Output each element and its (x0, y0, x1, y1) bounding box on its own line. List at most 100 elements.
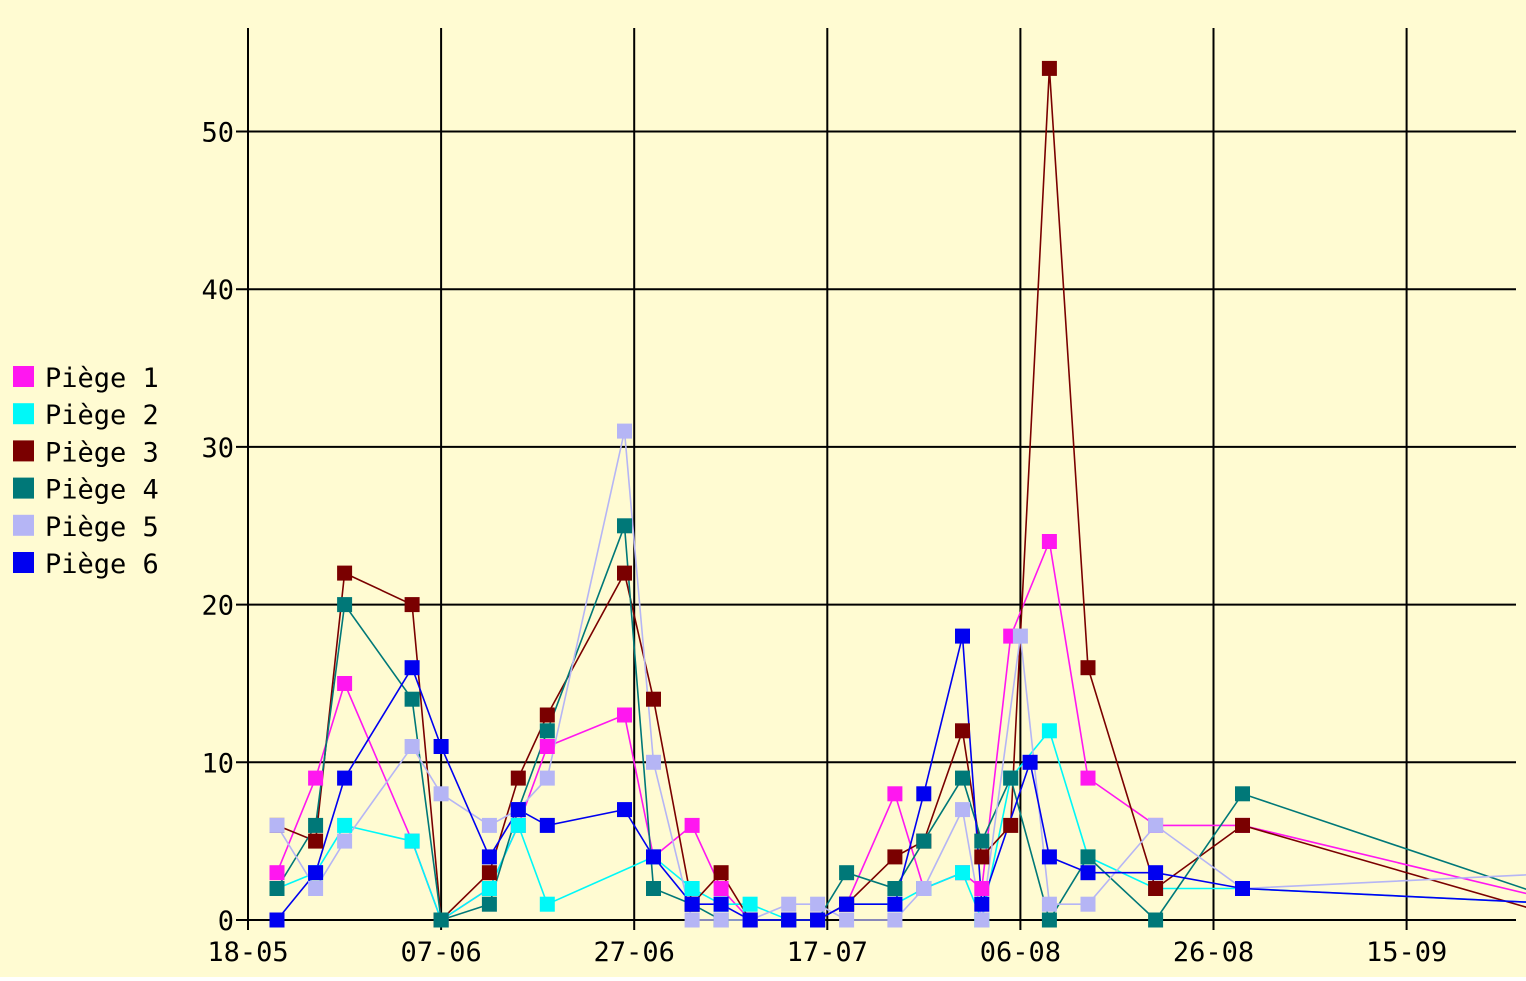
data-point-piege-5 (1081, 897, 1096, 912)
data-point-piege-6 (337, 771, 352, 786)
data-point-piege-2 (955, 865, 970, 880)
data-point-piege-3 (955, 723, 970, 738)
data-point-piege-5 (781, 897, 796, 912)
data-point-piege-6 (916, 786, 931, 801)
data-point-piege-4 (1081, 849, 1096, 864)
data-point-piege-4 (646, 881, 661, 896)
data-point-piege-2 (405, 834, 420, 849)
data-point-piege-5 (810, 897, 825, 912)
data-point-piege-3 (617, 566, 632, 581)
data-point-piege-3 (1003, 818, 1018, 833)
data-point-piege-2 (511, 818, 526, 833)
data-point-piege-4 (1235, 786, 1250, 801)
legend-swatch (13, 478, 34, 499)
x-tick-label: 27-06 (594, 937, 675, 968)
data-point-piege-6 (482, 849, 497, 864)
data-point-piege-6 (955, 629, 970, 644)
data-point-piege-5 (1148, 818, 1163, 833)
legend-swatch (13, 552, 34, 573)
data-point-piege-3 (1081, 660, 1096, 675)
data-point-piege-4 (270, 881, 285, 896)
data-point-piege-5 (337, 834, 352, 849)
x-tick-label: 18-05 (207, 937, 288, 968)
data-point-piege-6 (1081, 865, 1096, 880)
data-point-piege-4 (434, 913, 449, 928)
data-point-piege-1 (1042, 534, 1057, 549)
data-point-piege-5 (839, 913, 854, 928)
data-point-piege-6 (781, 913, 796, 928)
data-point-piege-5 (308, 881, 323, 896)
data-point-piege-5 (887, 913, 902, 928)
x-tick-label: 15-09 (1366, 937, 1447, 968)
data-point-piege-4 (405, 692, 420, 707)
legend-swatch (13, 403, 34, 424)
data-point-piege-1 (308, 771, 323, 786)
data-point-piege-5 (405, 739, 420, 754)
data-point-piege-6 (714, 897, 729, 912)
data-point-piege-5 (540, 771, 555, 786)
data-point-piege-1 (617, 708, 632, 723)
legend-label: Piège 3 (45, 437, 159, 468)
data-point-piege-6 (685, 897, 700, 912)
data-point-piege-4 (955, 771, 970, 786)
data-point-piege-1 (714, 881, 729, 896)
y-tick-label: 20 (201, 591, 234, 622)
legend-swatch (13, 515, 34, 536)
data-point-piege-3 (1148, 881, 1163, 896)
data-point-piege-3 (1042, 61, 1057, 76)
data-point-piege-4 (1148, 913, 1163, 928)
data-point-piege-5 (1013, 629, 1028, 644)
x-tick-label: 26-08 (1173, 937, 1254, 968)
data-point-piege-3 (646, 692, 661, 707)
data-point-piege-3 (540, 708, 555, 723)
data-point-piege-2 (540, 897, 555, 912)
y-tick-label: 40 (201, 275, 234, 306)
data-point-piege-6 (308, 865, 323, 880)
data-point-piege-3 (1235, 818, 1250, 833)
data-point-piege-5 (955, 802, 970, 817)
data-point-piege-5 (1042, 897, 1057, 912)
data-point-piege-4 (617, 518, 632, 533)
y-tick-label: 0 (218, 906, 234, 937)
data-point-piege-2 (743, 897, 758, 912)
data-point-piege-6 (617, 802, 632, 817)
data-point-piege-4 (308, 818, 323, 833)
data-point-piege-4 (540, 723, 555, 738)
data-point-piege-6 (540, 818, 555, 833)
data-point-piege-3 (511, 771, 526, 786)
data-point-piege-1 (887, 786, 902, 801)
y-tick-label: 30 (201, 433, 234, 464)
data-point-piege-6 (434, 739, 449, 754)
data-point-piege-6 (974, 897, 989, 912)
legend-label: Piège 5 (45, 512, 159, 543)
data-point-piege-3 (405, 597, 420, 612)
data-point-piege-5 (685, 913, 700, 928)
data-point-piege-3 (887, 849, 902, 864)
data-point-piege-4 (916, 834, 931, 849)
data-point-piege-5 (482, 818, 497, 833)
data-point-piege-4 (974, 834, 989, 849)
data-point-piege-2 (337, 818, 352, 833)
legend-swatch (13, 366, 34, 387)
data-point-piege-6 (646, 849, 661, 864)
data-point-piege-5 (974, 913, 989, 928)
data-point-piege-6 (511, 802, 526, 817)
data-point-piege-1 (974, 881, 989, 896)
data-point-piege-4 (839, 865, 854, 880)
data-point-piege-6 (1148, 865, 1163, 880)
data-point-piege-6 (1235, 881, 1250, 896)
data-point-piege-5 (270, 818, 285, 833)
data-point-piege-4 (482, 897, 497, 912)
data-point-piege-4 (887, 881, 902, 896)
legend-label: Piège 2 (45, 400, 159, 431)
data-point-piege-5 (714, 913, 729, 928)
x-tick-label: 17-07 (787, 937, 868, 968)
data-point-piege-3 (714, 865, 729, 880)
data-point-piege-6 (743, 913, 758, 928)
legend-label: Piège 4 (45, 475, 159, 506)
data-point-piege-6 (1023, 755, 1038, 770)
x-tick-label: 06-08 (980, 937, 1061, 968)
data-point-piege-5 (434, 786, 449, 801)
data-point-piege-1 (1081, 771, 1096, 786)
